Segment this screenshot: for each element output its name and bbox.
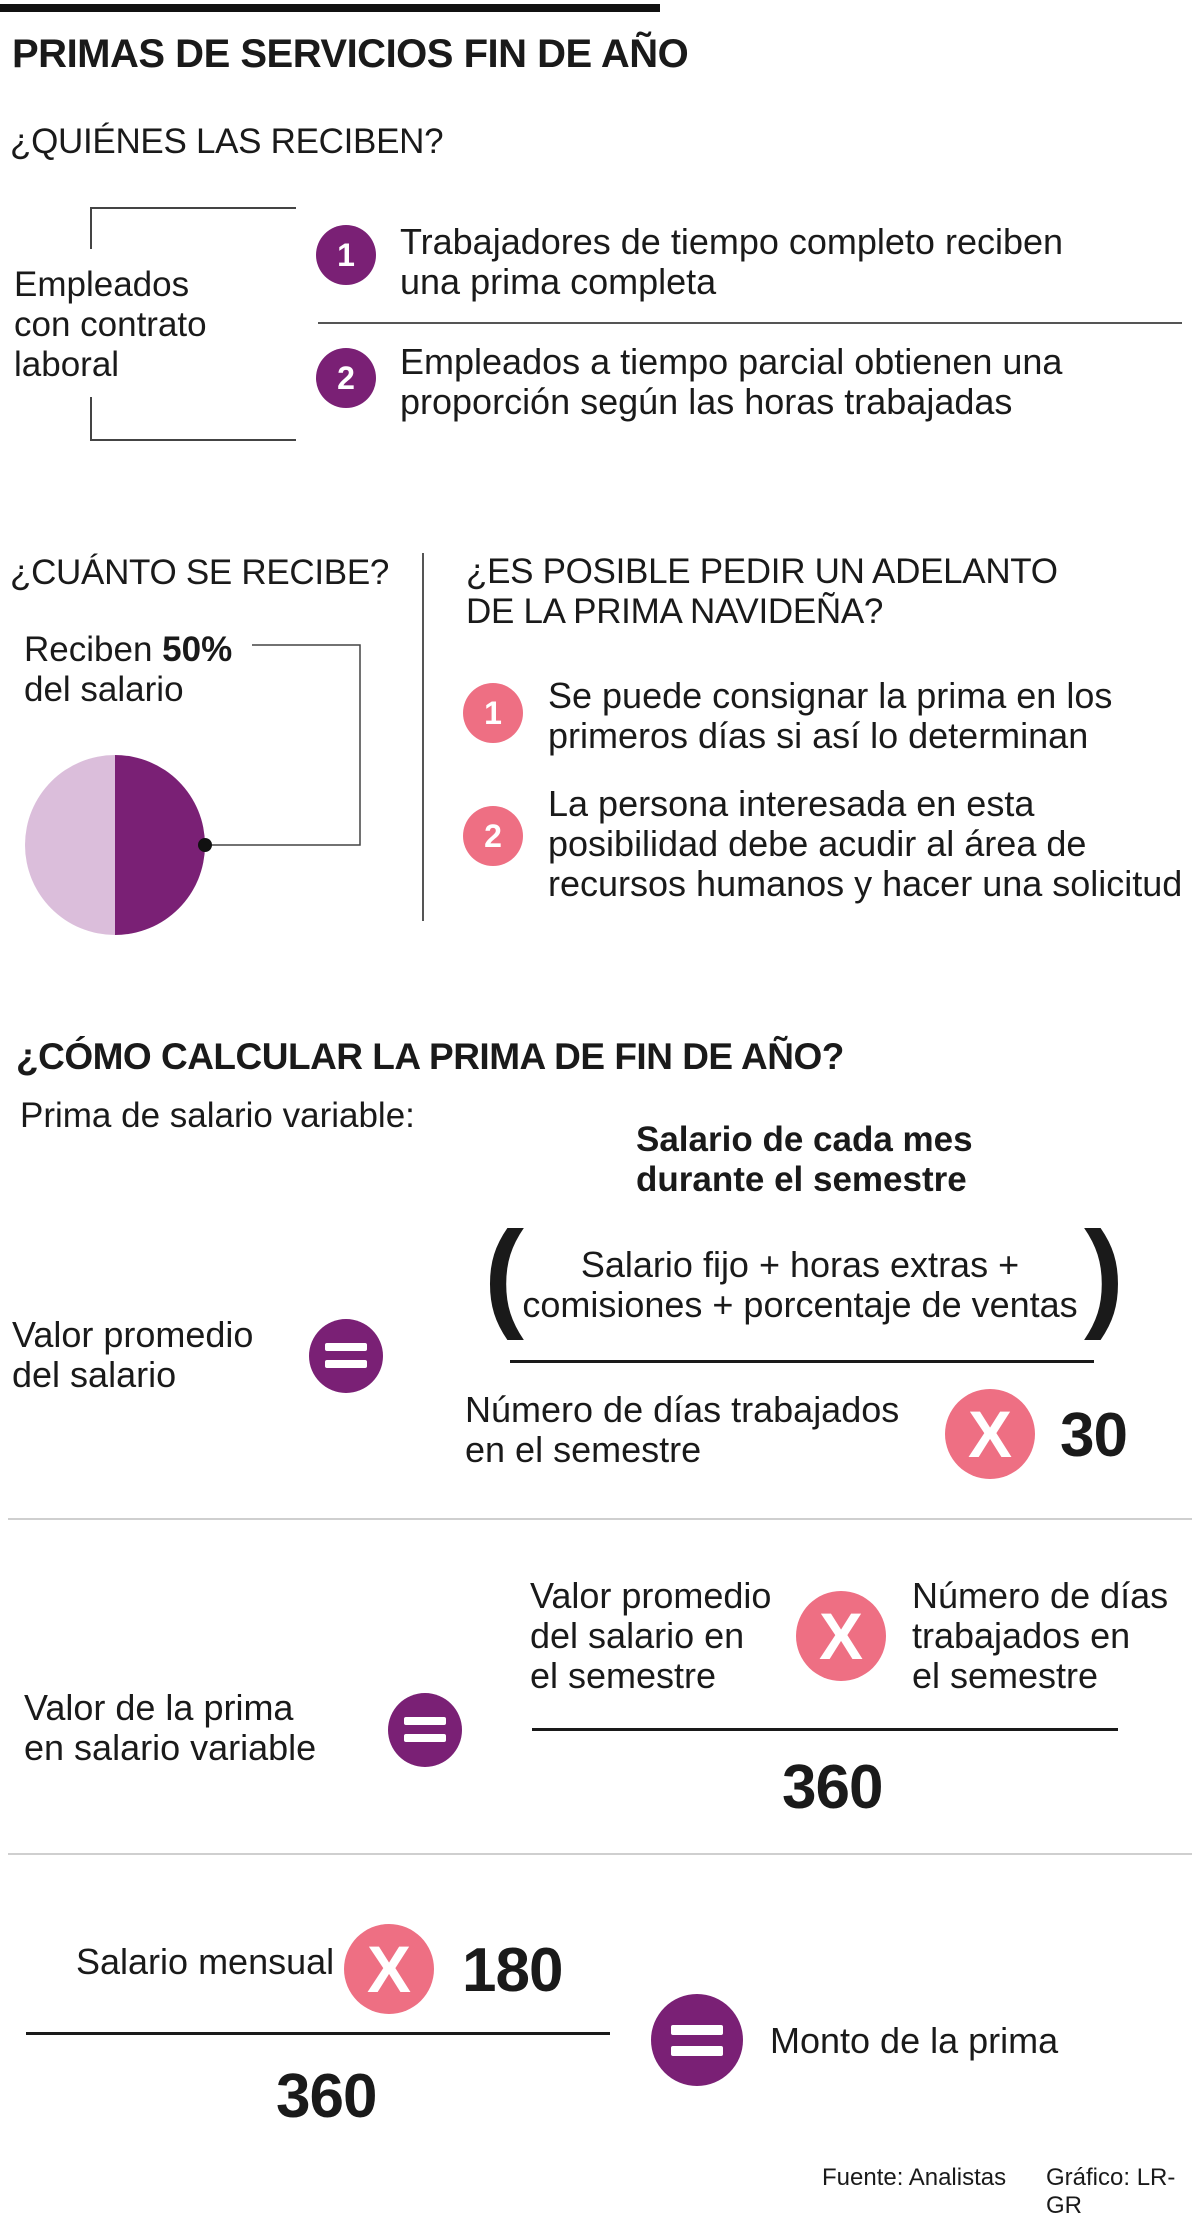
- number-badge-2: 2: [316, 348, 376, 408]
- times-icon: X: [945, 1389, 1035, 1479]
- f1-factor: 30: [1060, 1401, 1128, 1470]
- f3-result: Monto de la prima: [770, 2020, 1059, 2061]
- page-title: PRIMAS DE SERVICIOS FIN DE AÑO: [12, 32, 689, 76]
- footer-source: Fuente: Analistas: [822, 2164, 1007, 2191]
- calc-heading: ¿CÓMO CALCULAR LA PRIMA DE FIN DE AÑO?: [16, 1036, 844, 1077]
- pie-slice-filled: [115, 755, 205, 935]
- f2-num-left-line: el semestre: [530, 1655, 717, 1696]
- caption-suffix: del salario: [24, 670, 184, 709]
- who-label: Empleados con contrato laboral: [14, 265, 207, 385]
- number-badge-pink-2: 2: [463, 806, 523, 866]
- who-bracket: [90, 207, 296, 441]
- section-divider: [8, 1518, 1192, 1520]
- f2-num-right-line: el semestre: [912, 1655, 1099, 1696]
- f1-fraction-bar: [510, 1360, 1094, 1363]
- times-icon: X: [796, 1591, 886, 1681]
- f1-denominator: Número de días trabajados en el semestre: [465, 1390, 899, 1470]
- advance-item-1: Se puede consignar la prima en los prime…: [548, 676, 1112, 756]
- f1-numerator: Salario fijo + horas extras + comisiones…: [510, 1245, 1090, 1325]
- who-item-line: Empleados a tiempo parcial obtienen una: [400, 341, 1063, 382]
- who-label-line: con contrato: [14, 305, 207, 344]
- f2-num-left: Valor promedio del salario en el semestr…: [530, 1576, 771, 1696]
- advance-item-line: La persona interesada en esta: [548, 783, 1035, 824]
- f2-left: Valor de la prima en salario variable: [24, 1688, 316, 1768]
- f1-denominator-line: en el semestre: [465, 1429, 702, 1470]
- f1-left-line: Valor promedio: [12, 1314, 254, 1355]
- f2-fraction-bar: [532, 1728, 1118, 1731]
- times-icon: X: [344, 1924, 434, 2014]
- f2-denominator: 360: [782, 1753, 883, 1822]
- advance-heading-line: ¿ES POSIBLE PEDIR UN ADELANTO: [466, 552, 1058, 591]
- advance-item-line: posibilidad debe acudir al área de: [548, 823, 1087, 864]
- f3-label: Salario mensual: [76, 1941, 335, 1982]
- who-item-line: proporción según las horas trabajadas: [400, 381, 1013, 422]
- calc-subheading: Prima de salario variable:: [20, 1096, 415, 1135]
- who-label-line: Empleados: [14, 265, 190, 304]
- f1-left-line: del salario: [12, 1354, 177, 1395]
- f1-denominator-line: Número de días trabajados: [465, 1389, 900, 1430]
- who-item-line: Trabajadores de tiempo completo reciben: [400, 221, 1064, 262]
- pie-leader-line: [205, 644, 361, 846]
- pie-chart: [25, 644, 361, 935]
- advance-item-line: recursos humanos y hacer una solicitud: [548, 863, 1183, 904]
- f1-left-paren: (: [484, 1207, 524, 1341]
- equals-icon: [388, 1693, 462, 1767]
- advance-heading-line: DE LA PRIMA NAVIDEÑA?: [466, 592, 884, 631]
- f2-num-right-line: Número de días: [912, 1575, 1169, 1616]
- section-vertical-divider: [422, 553, 424, 921]
- f2-left-line: Valor de la prima: [24, 1687, 294, 1728]
- advance-item-line: primeros días si así lo determinan: [548, 715, 1089, 756]
- f1-numerator-line: comisiones + porcentaje de ventas: [522, 1284, 1078, 1325]
- f1-top-title-line: durante el semestre: [636, 1160, 967, 1199]
- section-divider: [8, 1853, 1192, 1855]
- f3-denominator: 360: [276, 2062, 377, 2131]
- footer-credit: Gráfico: LR-GR: [1046, 2164, 1176, 2219]
- who-heading: ¿QUIÉNES LAS RECIBEN?: [10, 122, 444, 161]
- f1-numerator-line: Salario fijo + horas extras +: [580, 1244, 1020, 1285]
- how-much-caption: Reciben 50% del salario: [24, 630, 232, 710]
- who-divider: [318, 322, 1182, 324]
- f2-num-left-line: Valor promedio: [530, 1575, 772, 1616]
- f2-left-line: en salario variable: [24, 1727, 317, 1768]
- caption-prefix: Reciben: [24, 630, 163, 669]
- who-item-2: Empleados a tiempo parcial obtienen una …: [400, 342, 1062, 422]
- pie-slice-rest: [25, 755, 115, 935]
- who-item-line: una prima completa: [400, 261, 717, 302]
- number-badge-1: 1: [316, 225, 376, 285]
- f1-left: Valor promedio del salario: [12, 1315, 253, 1395]
- f2-num-right: Número de días trabajados en el semestre: [912, 1576, 1168, 1696]
- who-item-1: Trabajadores de tiempo completo reciben …: [400, 222, 1063, 302]
- caption-percent: 50%: [162, 630, 233, 669]
- f3-fraction-bar: [26, 2032, 610, 2035]
- f1-right-paren: ): [1084, 1207, 1124, 1341]
- how-much-heading: ¿CUÁNTO SE RECIBE?: [10, 553, 390, 592]
- pie-leader-dot: [198, 838, 212, 852]
- f2-num-left-line: del salario en: [530, 1615, 745, 1656]
- advance-item-2: La persona interesada en esta posibilida…: [548, 784, 1182, 904]
- f1-top-title-line: Salario de cada mes: [636, 1120, 973, 1159]
- equals-icon: [651, 1994, 743, 2086]
- advance-heading: ¿ES POSIBLE PEDIR UN ADELANTO DE LA PRIM…: [466, 552, 1058, 632]
- f3-factor: 180: [462, 1936, 563, 2005]
- f1-top-title: Salario de cada mes durante el semestre: [636, 1120, 973, 1200]
- who-label-line: laboral: [14, 345, 120, 384]
- top-rule: [0, 4, 660, 12]
- equals-icon: [309, 1319, 383, 1393]
- advance-item-line: Se puede consignar la prima en los: [548, 675, 1113, 716]
- number-badge-pink-1: 1: [463, 683, 523, 743]
- f2-num-right-line: trabajados en: [912, 1615, 1131, 1656]
